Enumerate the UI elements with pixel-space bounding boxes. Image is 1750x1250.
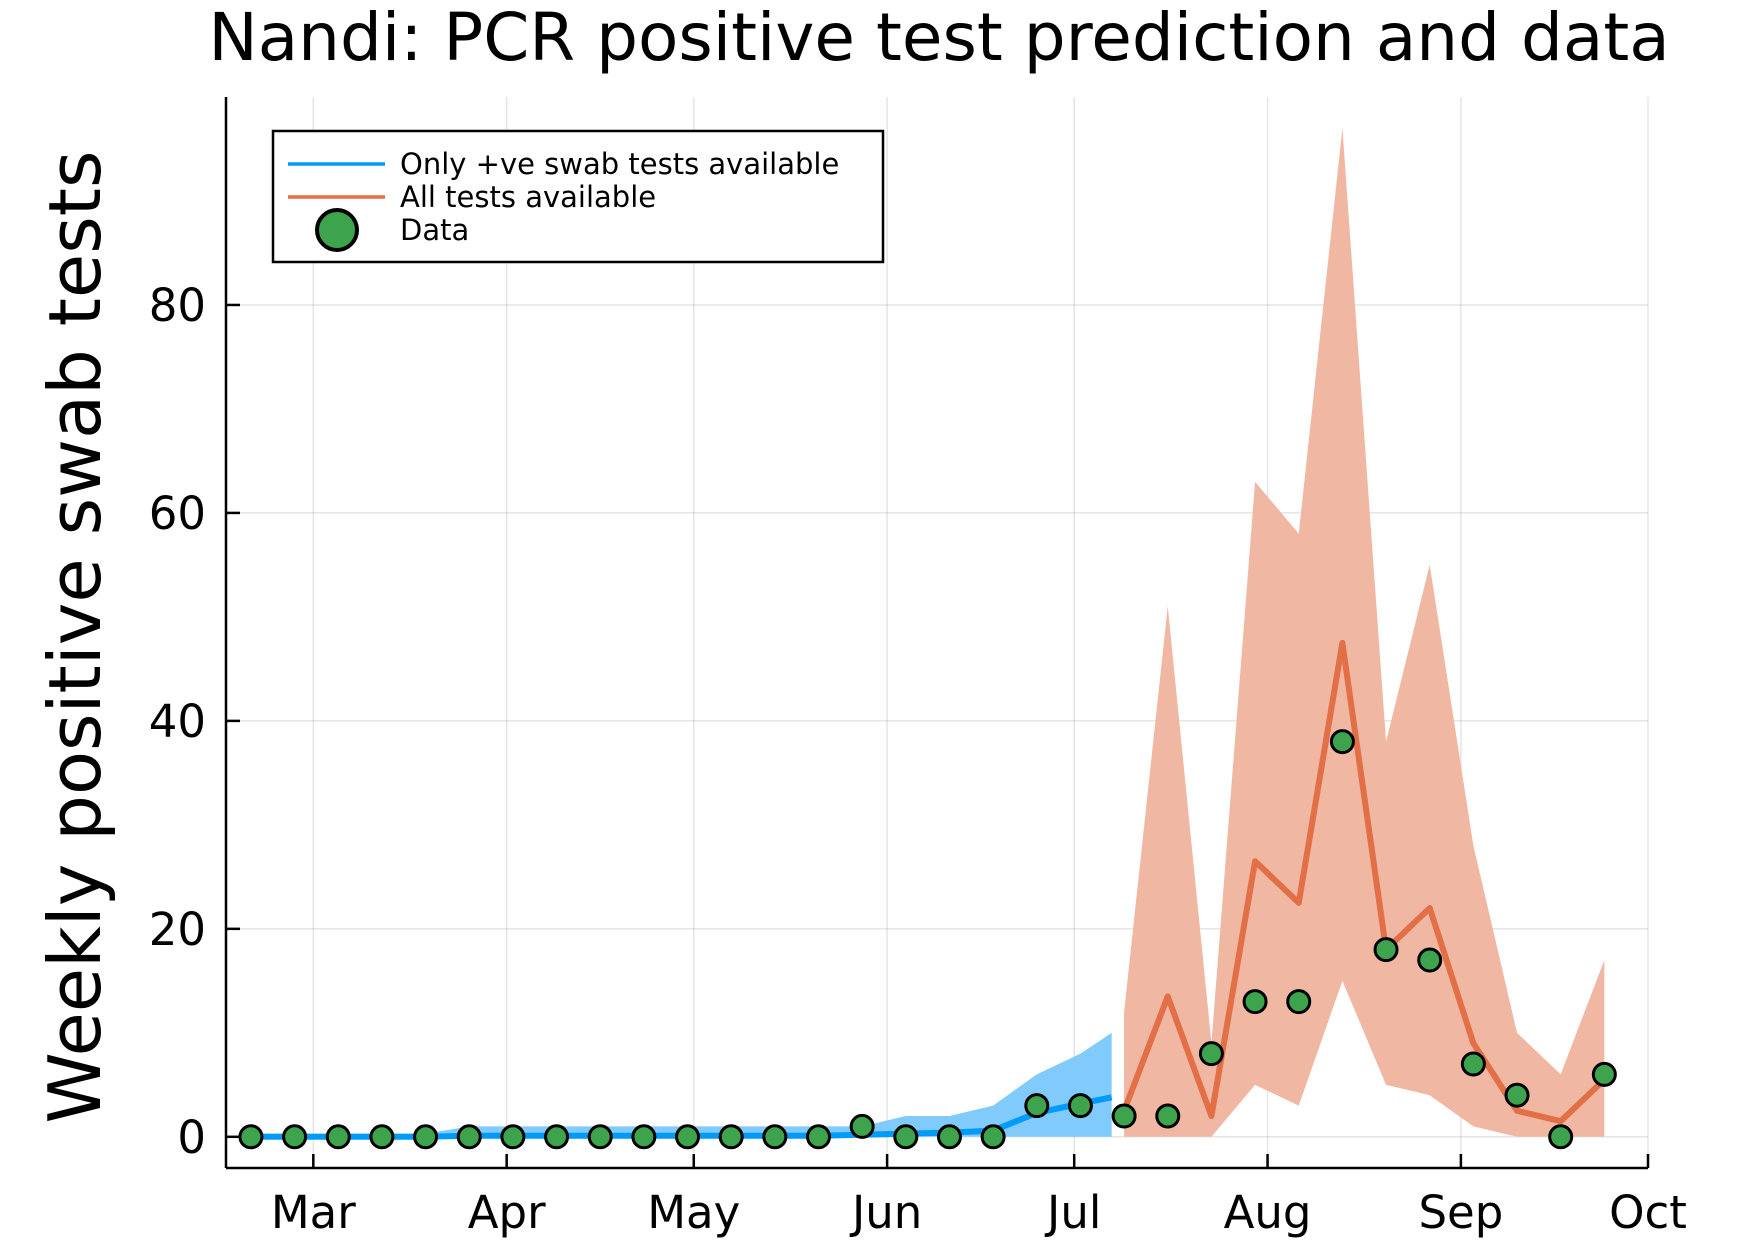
chart-title: Nandi: PCR positive test prediction and … (208, 0, 1669, 76)
data-point (1155, 1103, 1181, 1129)
data-point (282, 1124, 308, 1150)
data-point (587, 1124, 613, 1150)
data-point (936, 1124, 962, 1150)
x-tick-label: Jul (1044, 1186, 1101, 1239)
confidence-bands (250, 128, 1605, 1137)
data-point (718, 1124, 744, 1150)
data-point (1329, 729, 1355, 755)
data-point (675, 1124, 701, 1150)
x-tick-label: Sep (1418, 1186, 1503, 1239)
data-point (325, 1124, 351, 1150)
data-point (631, 1124, 657, 1150)
y-tick-label: 80 (149, 279, 206, 332)
y-axis-label: Weekly positive swab tests (33, 151, 117, 1124)
data-point (1548, 1124, 1574, 1150)
data-point (456, 1124, 482, 1150)
band-series-1 (250, 1032, 1112, 1137)
axes: Mar Apr May Jun Jul Aug Sep Oct 0 20 40 60 80 (149, 97, 1687, 1239)
data-point (1417, 947, 1443, 973)
data-point (762, 1124, 788, 1150)
data-point (544, 1124, 570, 1150)
x-tick-label: May (647, 1186, 740, 1239)
y-tick-label: 20 (149, 903, 206, 956)
legend-label: Only +ve swab tests available (400, 147, 839, 181)
x-tick-label: Aug (1224, 1186, 1312, 1239)
x-tick-label: Oct (1609, 1186, 1687, 1239)
legend-swatch-data (315, 208, 359, 252)
y-tick-label: 40 (149, 695, 206, 748)
data-point (369, 1124, 395, 1150)
data-point (413, 1124, 439, 1150)
data-point (238, 1124, 264, 1150)
data-points (238, 729, 1617, 1150)
x-tick-label: Apr (468, 1186, 546, 1239)
data-point (1460, 1051, 1486, 1077)
data-point (806, 1124, 831, 1150)
band-series-2 (1124, 128, 1605, 1137)
data-point (849, 1113, 875, 1139)
data-point (1242, 989, 1268, 1015)
data-point (1504, 1082, 1530, 1108)
legend-label: Data (400, 213, 469, 247)
data-point (893, 1124, 919, 1150)
legend-label: All tests available (400, 180, 656, 214)
data-point (1111, 1103, 1137, 1129)
data-point (1591, 1061, 1617, 1087)
data-point (1373, 937, 1399, 963)
y-tick-label: 0 (177, 1111, 206, 1164)
data-point (980, 1124, 1006, 1150)
y-tick-label: 60 (149, 487, 206, 540)
data-point (500, 1124, 526, 1150)
x-tick-label: Mar (271, 1186, 356, 1239)
data-point (1198, 1041, 1224, 1067)
data-point (1024, 1093, 1050, 1119)
data-point (1286, 989, 1312, 1015)
line-series-2 (1121, 639, 1607, 1125)
x-tick-label: Jun (849, 1186, 922, 1239)
data-point (1067, 1093, 1093, 1119)
